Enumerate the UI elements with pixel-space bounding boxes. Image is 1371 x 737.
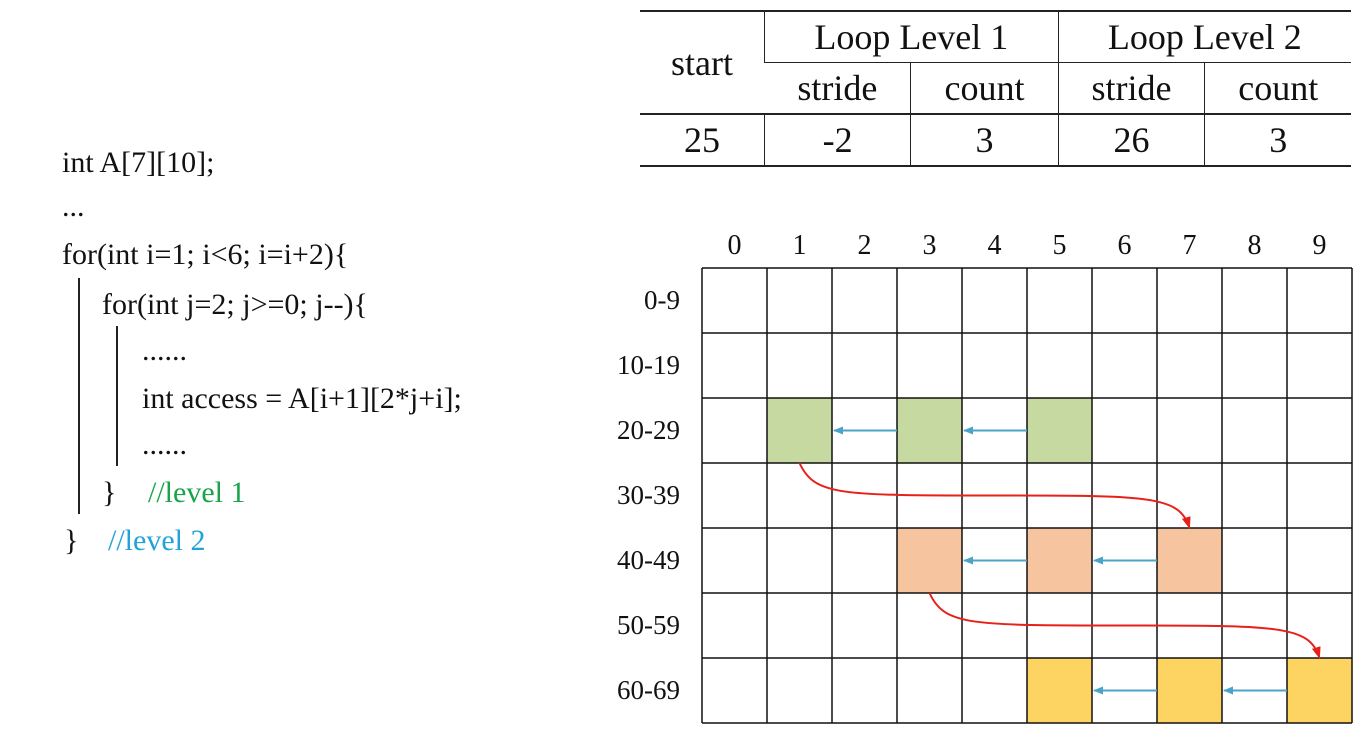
code-ellipsis: ... xyxy=(62,190,85,223)
col-label: 2 xyxy=(857,230,872,261)
l2-stride-value: 26 xyxy=(1057,113,1205,167)
highlighted-cell xyxy=(1027,398,1092,463)
level2-header: Loop Level 2 xyxy=(1057,10,1351,63)
code-inner-close: } xyxy=(102,476,117,509)
col-label: 7 xyxy=(1182,230,1197,261)
start-header: start xyxy=(640,10,765,114)
highlighted-cell xyxy=(1027,528,1092,593)
highlighted-cell xyxy=(767,398,832,463)
col-label: 5 xyxy=(1052,230,1067,261)
level1-comment: //level 1 xyxy=(148,476,246,509)
highlighted-cell xyxy=(1027,658,1092,723)
start-value: 25 xyxy=(640,113,765,167)
col-label: 1 xyxy=(792,230,807,261)
code-inner-dots-1: ...... xyxy=(142,334,187,367)
code-decl: int A[7][10]; xyxy=(62,146,215,179)
highlighted-cell xyxy=(897,528,962,593)
row-label: 10-19 xyxy=(617,350,680,380)
l2-stride-label: stride xyxy=(1057,62,1205,114)
col-label: 3 xyxy=(922,230,937,261)
l1-stride-value: -2 xyxy=(763,113,911,167)
col-label: 9 xyxy=(1312,230,1327,261)
l1-count-value: 3 xyxy=(910,113,1059,167)
outer-loop-bar xyxy=(78,278,80,514)
row-label: 0-9 xyxy=(644,285,680,315)
col-label: 6 xyxy=(1117,230,1132,261)
highlighted-cell xyxy=(1157,658,1222,723)
code-outer-loop: for(int i=1; i<6; i=i+2){ xyxy=(62,238,349,271)
l2-count-label: count xyxy=(1204,62,1351,114)
l1-count-label: count xyxy=(910,62,1059,114)
code-access: int access = A[i+1][2*j+i]; xyxy=(142,382,462,415)
highlighted-cell xyxy=(1287,658,1352,723)
row-label: 50-59 xyxy=(617,610,680,640)
loop-params-table: start Loop Level 1 Loop Level 2 stride c… xyxy=(640,10,1351,167)
highlighted-cell xyxy=(897,398,962,463)
highlighted-cell xyxy=(1157,528,1222,593)
jump-arrow xyxy=(928,592,1321,659)
row-label: 40-49 xyxy=(617,545,680,575)
col-label: 8 xyxy=(1247,230,1262,261)
inner-loop-bar xyxy=(116,326,118,466)
row-label: 20-29 xyxy=(617,415,680,445)
l1-stride-label: stride xyxy=(764,62,911,114)
code-outer-close: } xyxy=(64,524,79,557)
l2-count-value: 3 xyxy=(1204,113,1351,167)
level1-header: Loop Level 1 xyxy=(764,10,1059,63)
col-label: 0 xyxy=(727,230,742,261)
col-label: 4 xyxy=(987,230,1002,261)
code-inner-dots-2: ...... xyxy=(142,428,187,461)
row-label: 60-69 xyxy=(617,675,680,705)
code-inner-loop: for(int j=2; j>=0; j--){ xyxy=(102,288,368,321)
jump-arrow xyxy=(798,462,1191,529)
level2-comment: //level 2 xyxy=(108,524,206,557)
row-label: 30-39 xyxy=(617,480,680,510)
